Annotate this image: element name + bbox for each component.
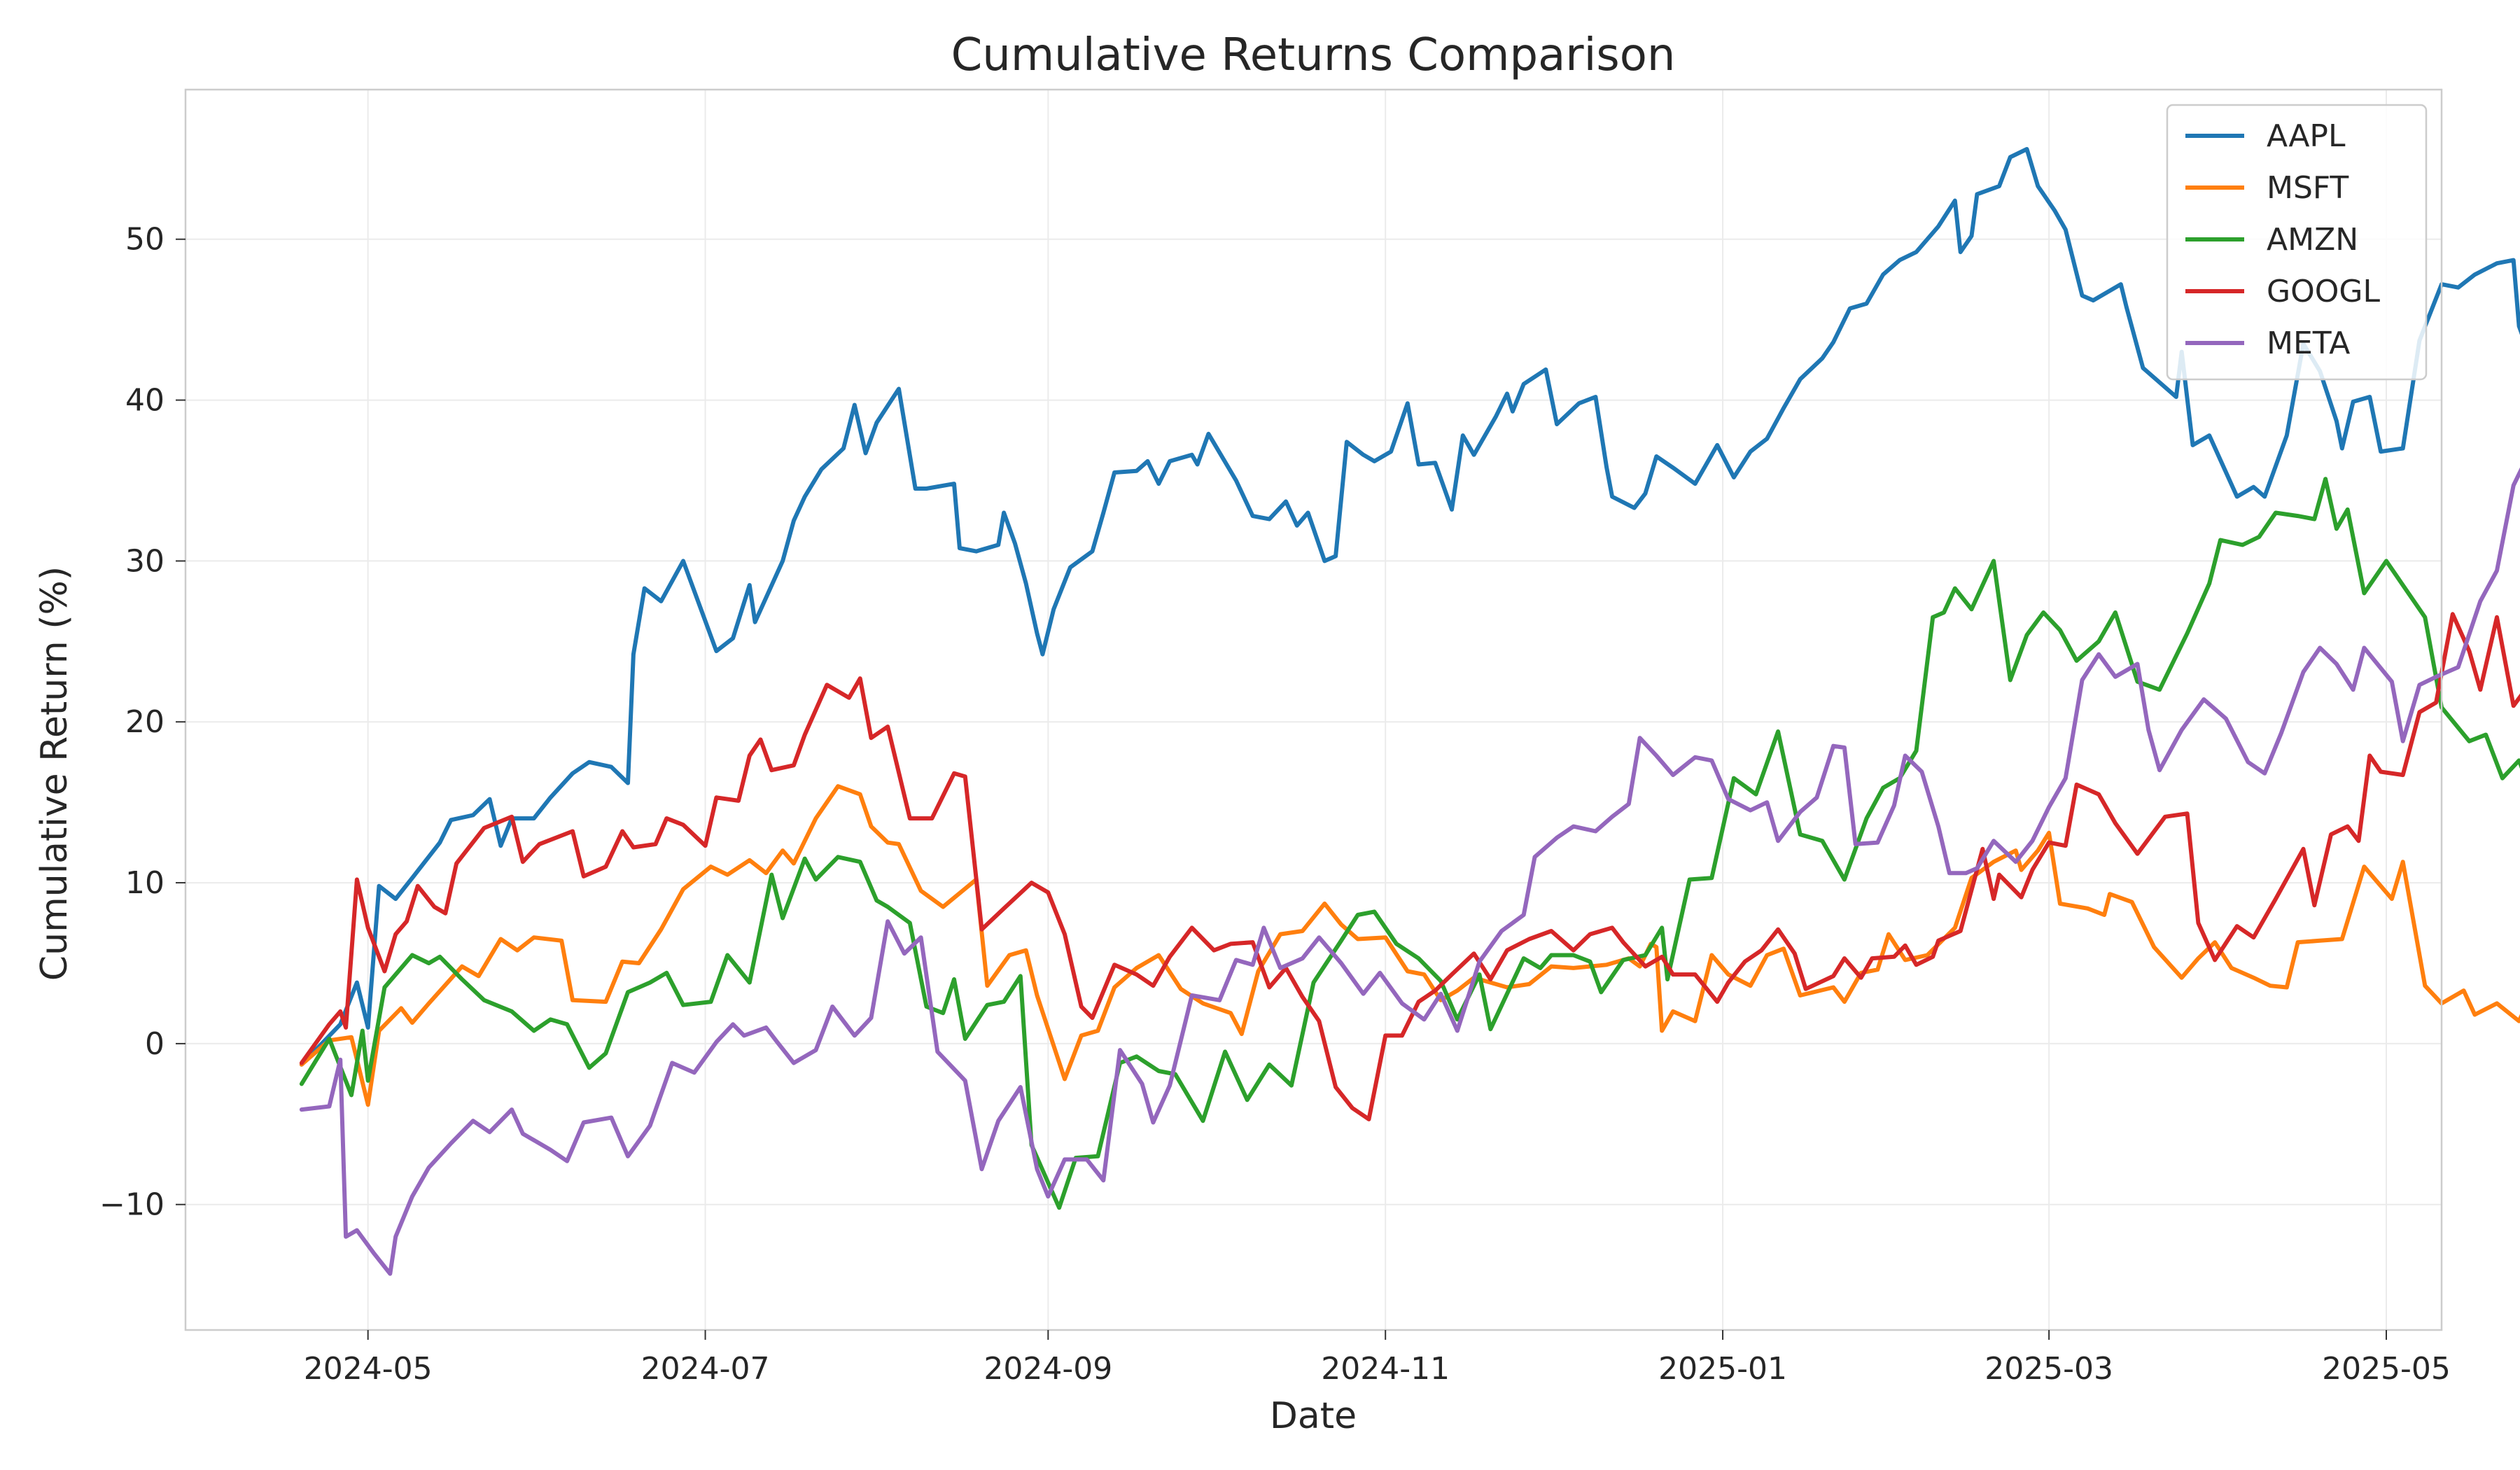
y-tick-label: 50 [125,222,164,258]
y-tick-label: 10 [125,865,164,901]
y-tick-label: 40 [125,383,164,419]
y-tick-label: 30 [125,543,164,579]
x-tick-label: 2024-09 [983,1351,1112,1387]
plot-border [184,88,2443,1331]
legend-entry: AMZN [2185,222,2358,258]
grid-lines [186,90,2442,1330]
legend-label: AMZN [2267,222,2358,258]
x-tick-label: 2025-03 [1984,1351,2113,1387]
x-tick-label: 2024-11 [1321,1351,1450,1387]
series-line-amzn [299,477,2520,1210]
x-tick-label: 2025-05 [2322,1351,2451,1387]
x-tick-label: 2024-07 [641,1351,770,1387]
series-line-aapl [299,147,2520,1067]
legend-entry: AAPL [2185,118,2346,154]
legend: AAPL MSFT AMZN GOOGL META [2166,104,2428,381]
plot-area [184,88,2520,1331]
legend-label: MSFT [2267,170,2348,206]
plot-background [186,90,2442,1330]
series-line-meta [299,467,2520,1276]
x-axis-ticks: 2024-05 2024-07 2024-09 2024-11 2025-01 2025-… [304,1330,2451,1387]
legend-box [2166,104,2428,381]
series-line-googl [299,612,2520,1121]
legend-label: GOOGL [2267,274,2380,309]
y-tick-label: −10 [99,1187,164,1223]
y-axis-ticks: −10 0 10 20 30 40 50 [99,222,186,1223]
legend-entry: META [2185,326,2350,361]
x-tick-label: 2025-01 [1658,1351,1787,1387]
x-tick-label: 2024-05 [304,1351,433,1387]
legend-label: AAPL [2267,118,2346,154]
y-axis-title: Cumulative Return (%) [34,566,76,981]
series-line-msft [299,784,2520,1107]
series-lines [299,147,2520,1276]
legend-entry: GOOGL [2185,274,2380,309]
legend-label: META [2267,326,2350,361]
y-tick-label: 0 [145,1026,164,1062]
x-axis-title: Date [1270,1395,1357,1437]
y-tick-label: 20 [125,704,164,740]
legend-entry: MSFT [2185,170,2348,206]
chart-title: Cumulative Returns Comparison [951,29,1676,81]
